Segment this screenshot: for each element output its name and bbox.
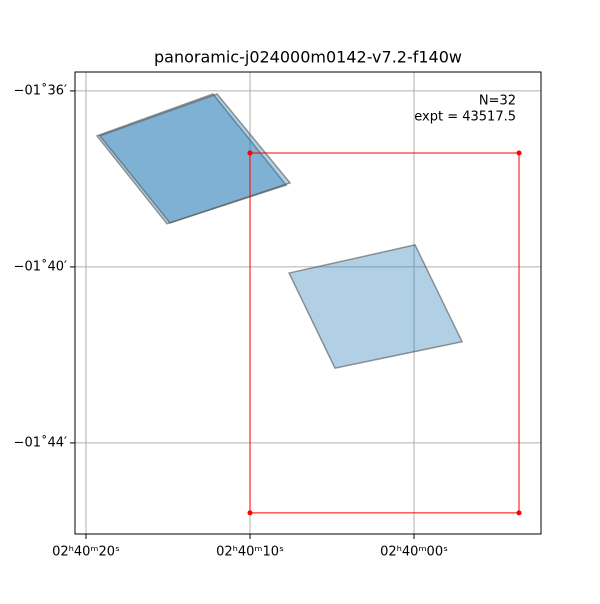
y-tick-label: −01˚36′ <box>14 82 67 98</box>
footprint <box>287 244 464 369</box>
plot-frame <box>74 71 542 535</box>
annotation: N=32 <box>479 94 516 109</box>
vertex <box>247 150 253 156</box>
vertex <box>247 510 253 516</box>
y-tick-label: −01˚44′ <box>14 434 67 450</box>
vertex <box>516 510 522 516</box>
vertex <box>516 150 522 156</box>
chart-title: panoramic-j024000m0142-v7.2-f140w <box>154 48 462 67</box>
x-tick-label: 02ʰ40ᵐ00ˢ <box>380 545 448 560</box>
footprint <box>98 93 292 224</box>
y-tick-label: −01˚40′ <box>14 258 67 274</box>
x-tick-label: 02ʰ40ᵐ20ˢ <box>52 545 120 560</box>
annotation: expt = 43517.5 <box>414 110 516 125</box>
x-tick-label: 02ʰ40ᵐ10ˢ <box>216 545 284 560</box>
